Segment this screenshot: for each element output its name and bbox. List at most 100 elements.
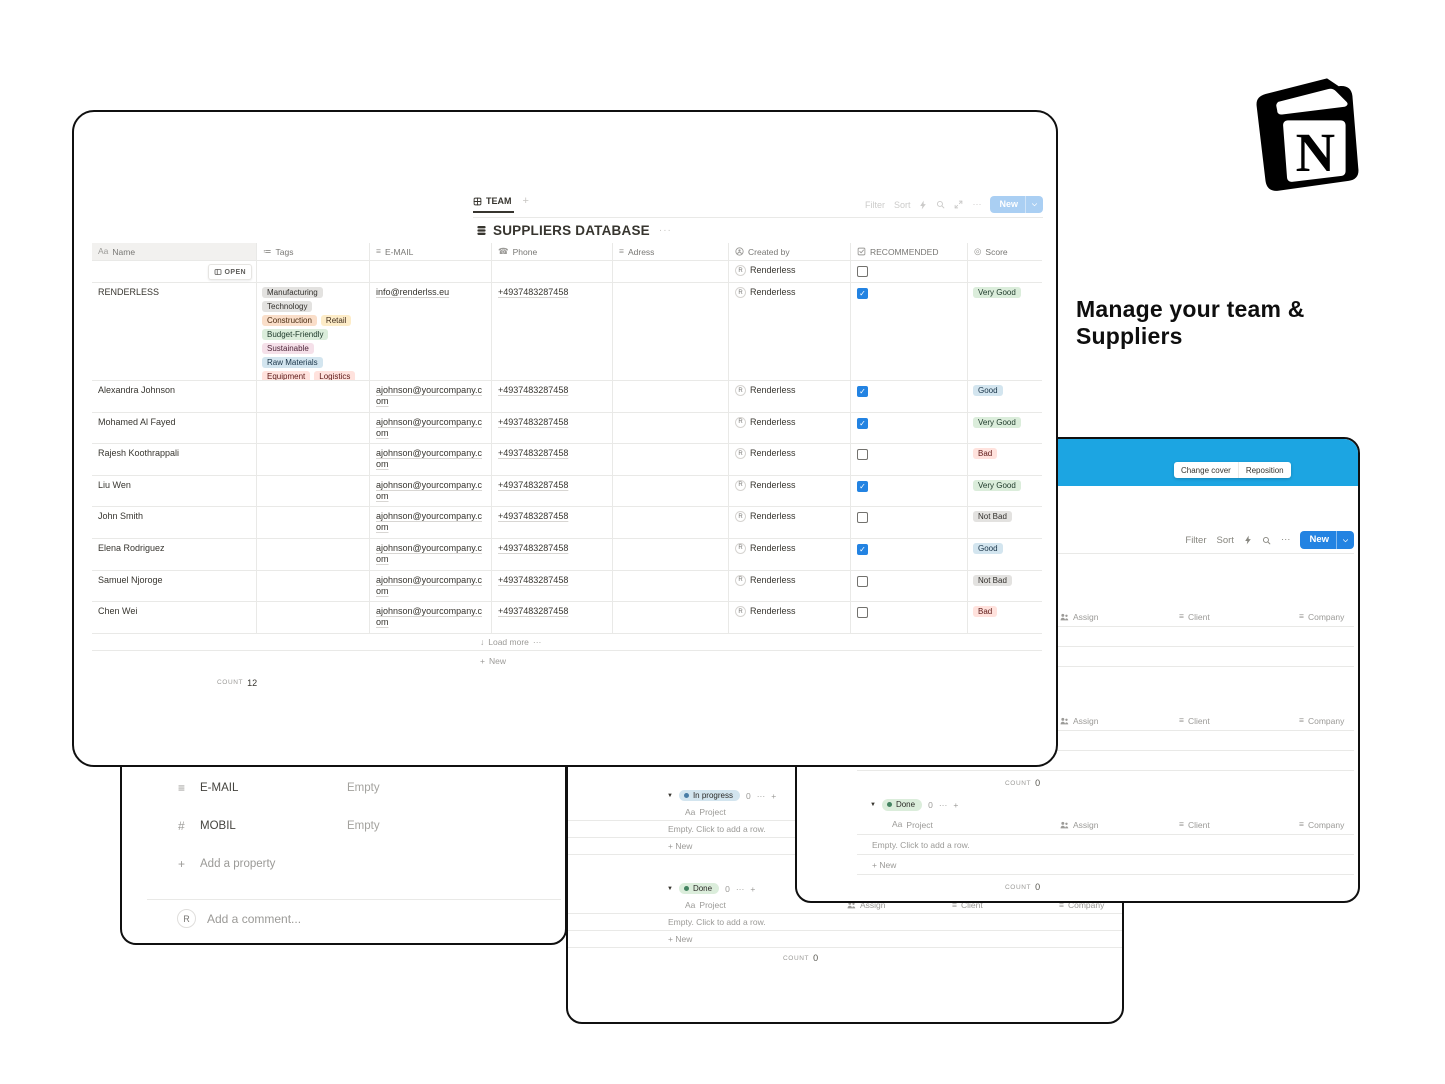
cell-name[interactable]: Samuel Njoroge <box>92 570 257 602</box>
group-add-button[interactable]: + <box>953 800 959 810</box>
cell-score[interactable]: Very Good <box>968 476 1042 507</box>
add-view-button[interactable]: + <box>522 195 529 207</box>
recommended-checkbox[interactable] <box>857 512 868 524</box>
cell-email[interactable]: ajohnson@yourcompany.com <box>370 475 492 507</box>
score-pill[interactable]: Very Good <box>973 479 1021 491</box>
column-header-adress[interactable]: ≡ Adress <box>613 243 729 260</box>
column-header-assign[interactable]: Assign <box>1060 820 1179 830</box>
cell-tags[interactable] <box>257 412 370 444</box>
chevron-down-icon[interactable] <box>1025 196 1043 213</box>
search-icon[interactable] <box>1262 536 1271 545</box>
cell-created-by[interactable]: R Renderless <box>729 412 851 444</box>
cell-tags[interactable]: Manufacturing Technology Construction Retai… <box>257 283 370 380</box>
tag-sustainable[interactable]: Sustainable <box>262 343 314 354</box>
tab-team[interactable]: TEAM <box>473 194 514 213</box>
filter-button[interactable]: Filter <box>1185 534 1207 546</box>
cell-phone[interactable]: +4937483287458 <box>492 283 613 380</box>
cell-created-by[interactable]: R Renderless <box>729 261 851 282</box>
tag-technology[interactable]: Technology <box>262 301 313 312</box>
cell-score[interactable] <box>968 261 1042 282</box>
cell-adress[interactable] <box>613 507 729 538</box>
expand-icon[interactable] <box>954 200 963 209</box>
recommended-checkbox[interactable]: ✓ <box>857 543 868 555</box>
cell-phone[interactable]: +4937483287458 <box>492 444 613 475</box>
empty-row[interactable]: Empty. Click to add a row. <box>568 914 1122 931</box>
recommended-checkbox[interactable]: ✓ <box>857 386 868 397</box>
group-add-button[interactable]: + <box>771 790 777 801</box>
recommended-checkbox[interactable] <box>857 449 868 461</box>
new-button[interactable]: New <box>990 196 1043 213</box>
cell-tags[interactable] <box>257 507 370 538</box>
cell-score[interactable]: Good <box>968 381 1042 412</box>
cell-created-by[interactable]: R Renderless <box>729 475 851 507</box>
cell-tags[interactable] <box>257 475 370 507</box>
group-more-button[interactable]: ··· <box>756 790 766 801</box>
column-header-company[interactable]: ≡Company <box>1059 900 1104 910</box>
cell-name[interactable]: Alexandra Johnson <box>92 381 257 412</box>
score-pill[interactable]: Bad <box>973 448 998 460</box>
score-pill[interactable]: Not Bad <box>973 511 1012 523</box>
page-more-button[interactable]: ··· <box>658 224 672 236</box>
column-header-name[interactable]: Aa Name <box>92 243 257 260</box>
cell-email[interactable]: ajohnson@yourcompany.com <box>370 412 492 444</box>
cell-phone[interactable]: +4937483287458 <box>492 475 613 507</box>
open-button[interactable]: OPEN <box>207 264 252 280</box>
search-icon[interactable] <box>936 200 945 209</box>
cell-name[interactable]: OPEN <box>92 261 257 282</box>
cell-name[interactable]: John Smith <box>92 507 257 538</box>
load-more-row[interactable]: ↓ Load more ··· <box>92 634 1042 651</box>
dots-icon[interactable]: ··· <box>972 199 982 209</box>
column-header-assign[interactable]: Assign <box>1060 716 1179 726</box>
column-header-client[interactable]: ≡Client <box>1179 612 1299 622</box>
score-pill[interactable]: Good <box>973 385 1003 396</box>
cell-adress[interactable] <box>613 412 729 444</box>
cell-phone[interactable]: +4937483287458 <box>492 381 613 412</box>
lightning-icon[interactable] <box>919 200 927 210</box>
cell-created-by[interactable]: R Renderless <box>729 538 851 570</box>
cell-email[interactable]: ajohnson@yourcompany.com <box>370 507 492 538</box>
cell-adress[interactable] <box>613 261 729 282</box>
tag-raw-materials[interactable]: Raw Materials <box>262 357 323 368</box>
cell-score[interactable]: Good <box>968 539 1042 570</box>
cell-adress[interactable] <box>613 570 729 602</box>
cell-email[interactable]: ajohnson@yourcompany.com <box>370 570 492 602</box>
recommended-checkbox[interactable] <box>857 575 868 587</box>
status-pill-in-progress[interactable]: In progress <box>678 789 740 802</box>
new-row-button[interactable]: + New <box>92 651 1042 671</box>
property-value[interactable]: Empty <box>347 820 380 832</box>
toggle-down-icon[interactable]: ▼ <box>870 802 876 808</box>
cell-tags[interactable] <box>257 444 370 475</box>
recommended-checkbox[interactable] <box>857 607 868 619</box>
dots-icon[interactable]: ··· <box>532 636 542 647</box>
cell-tags[interactable] <box>257 602 370 633</box>
cell-phone[interactable]: +4937483287458 <box>492 538 613 570</box>
cell-adress[interactable] <box>613 283 729 380</box>
property-row-e-mail[interactable]: ≡ E-MAIL Empty <box>178 776 551 800</box>
toggle-down-icon[interactable]: ▼ <box>667 792 673 799</box>
score-pill[interactable]: Bad <box>973 606 998 618</box>
column-header-tags[interactable]: ≔ Tags <box>257 243 370 260</box>
recommended-checkbox[interactable]: ✓ <box>857 288 868 299</box>
cell-created-by[interactable]: R Renderless <box>729 381 851 412</box>
cell-name[interactable]: RENDERLESS <box>92 283 257 380</box>
cell-email[interactable] <box>370 261 492 282</box>
toggle-down-icon[interactable]: ▼ <box>667 885 673 892</box>
lightning-icon[interactable] <box>1244 535 1252 545</box>
cell-score[interactable]: Very Good <box>968 283 1042 380</box>
cell-tags[interactable] <box>257 261 370 282</box>
cell-phone[interactable]: +4937483287458 <box>492 507 613 538</box>
column-header-created-by[interactable]: Created by <box>729 243 851 260</box>
cell-name[interactable]: Rajesh Koothrappali <box>92 444 257 475</box>
column-header-client[interactable]: ≡Client <box>1179 820 1299 830</box>
new-button-label[interactable]: New <box>999 199 1018 209</box>
chevron-down-icon[interactable] <box>1336 531 1354 549</box>
cell-adress[interactable] <box>613 475 729 507</box>
empty-row[interactable]: Empty. Click to add a row. <box>857 835 1354 855</box>
cell-created-by[interactable]: R Renderless <box>729 283 851 380</box>
cell-email[interactable]: ajohnson@yourcompany.com <box>370 538 492 570</box>
cell-score[interactable]: Bad <box>968 444 1042 475</box>
status-pill-done[interactable]: Done <box>678 882 720 895</box>
cell-adress[interactable] <box>613 538 729 570</box>
add-property-button[interactable]: + Add a property <box>178 852 551 876</box>
